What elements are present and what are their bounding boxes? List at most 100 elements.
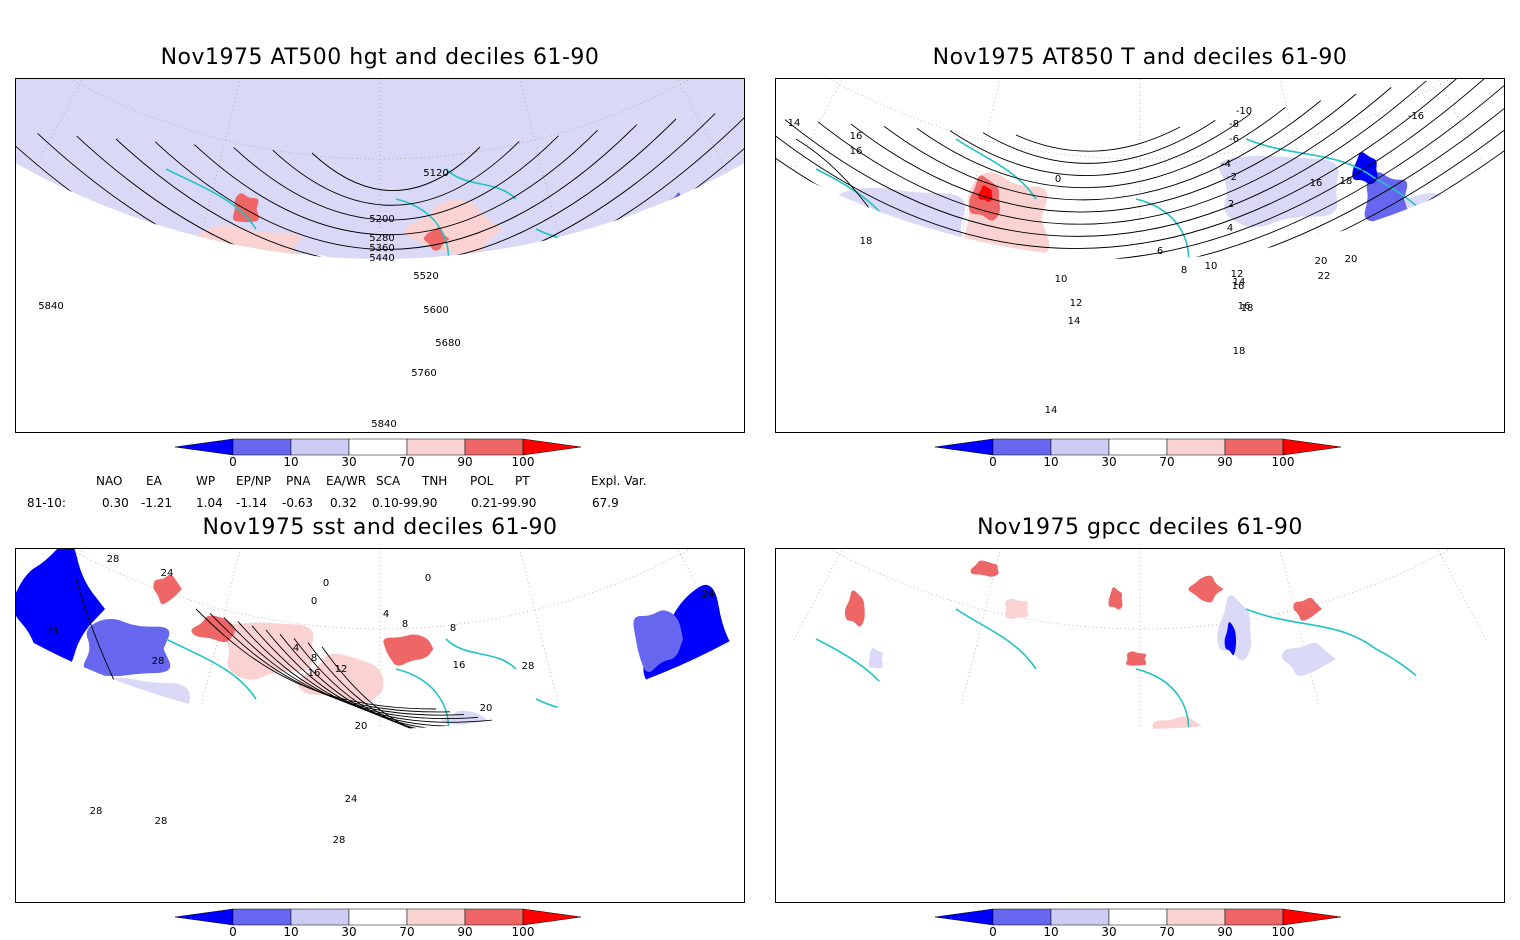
colorbar-tick-label: 10 [1043, 925, 1059, 939]
contour-label: 16 [1310, 178, 1323, 189]
contour-label: 4 [293, 643, 299, 654]
decile-anomaly-patch [1282, 642, 1336, 676]
decile-anomaly-patch [490, 299, 593, 363]
decile-anomaly-patch [1213, 795, 1255, 821]
contour-label: 16 [1238, 301, 1251, 312]
colorbar-tick-label: 10 [1043, 455, 1059, 469]
decile-anomaly-patch [1152, 832, 1182, 848]
contour-label: 14 [1233, 277, 1246, 288]
decile-anomaly-patch [868, 647, 884, 669]
contour-label: -6 [1229, 134, 1239, 145]
contour-label: 5360 [369, 243, 394, 254]
decile-anomaly-patch [801, 328, 900, 426]
colorbar-tick-label: 0 [989, 925, 997, 939]
contour-label: 5520 [413, 271, 438, 282]
decile-anomaly-patch [108, 815, 283, 882]
contour-label: 10 [1205, 261, 1218, 272]
map-panel-at850: 14 16 16 18 -10 -8 -6 -4 -2 0 2 4 6 8 10 10 12 12 14 14 16 16… [775, 78, 1505, 433]
decile-anomaly-patch [1219, 155, 1339, 227]
panel-title-sst: Nov1975 sst and deciles 61-90 [202, 515, 558, 540]
decile-anomaly-patch [1281, 861, 1315, 877]
decile-anomaly-patch [220, 323, 418, 415]
index-header: WP [196, 474, 216, 488]
contour-label: 5600 [423, 305, 448, 316]
index-header: EA [146, 474, 162, 488]
colorbar-segment [1050, 908, 1110, 926]
decile-anomaly-patch [1188, 575, 1224, 603]
index-value: 0.21-99.90 [471, 496, 537, 510]
decile-anomaly-patch [80, 372, 198, 429]
decile-anomaly-patch [844, 590, 865, 627]
decile-anomaly-patch [1234, 836, 1277, 859]
colorbar-segment [992, 908, 1052, 926]
decile-anomaly-patch [1265, 730, 1289, 750]
colorbar-tick-label: 100 [511, 925, 535, 939]
contour-label: 16 [308, 668, 321, 679]
contour-label: 22 [1318, 271, 1331, 282]
index-header: POL [470, 474, 494, 488]
contour-label: 18 [860, 236, 873, 247]
colorbar-segment [174, 438, 234, 456]
decile-anomaly-patch [814, 771, 839, 788]
contour-label: 5840 [371, 419, 396, 430]
colorbar-bottom-right: 0 10 30 70 90 100 [934, 908, 1345, 940]
projection-disc [776, 549, 1504, 729]
colorbar-segment [232, 908, 292, 926]
map-panel-gpcc [775, 548, 1505, 903]
index-value: 0.32 [330, 496, 357, 510]
colorbar-segment [1282, 908, 1342, 926]
contour-label: 16 [850, 131, 863, 142]
decile-anomaly-patch [502, 316, 579, 364]
contour-label: 18 [1233, 346, 1246, 357]
colorbar-segment [174, 908, 234, 926]
contour-label: 28 [522, 661, 535, 672]
contour-label: 14 [1045, 405, 1058, 416]
decile-anomaly-patch [997, 367, 1159, 432]
index-value: -0.63 [282, 496, 314, 510]
decile-anomaly-patch [1126, 651, 1147, 666]
contour-label: 0 [323, 578, 329, 589]
contour-label: 12 [335, 664, 348, 675]
colorbar-segment [522, 438, 582, 456]
colorbar-tick-label: 70 [399, 925, 415, 939]
decile-anomaly-patch [1293, 597, 1322, 621]
colorbar-segment [1224, 908, 1284, 926]
projection-disc [16, 79, 744, 259]
colorbar-tick-label: 100 [1271, 925, 1295, 939]
colorbar-segment [1108, 908, 1168, 926]
contour-label: 28 [333, 835, 346, 846]
contour-label: -16 [1408, 111, 1424, 122]
decile-anomaly-patch [1160, 770, 1195, 790]
colorbar-segment [934, 908, 994, 926]
colorbar-segment [406, 908, 466, 926]
contour-label: 20 [355, 721, 368, 732]
contour-label: -8 [1229, 119, 1239, 130]
colorbar-tick-label: 0 [229, 925, 237, 939]
contour-label: 2 [1228, 199, 1234, 210]
colorbar-tick-label: 10 [283, 925, 299, 939]
decile-anomaly-patch [818, 672, 853, 706]
contour-label: 28 [152, 656, 165, 667]
decile-anomaly-patch [970, 560, 999, 577]
contour-label: 4 [1227, 223, 1233, 234]
decile-anomaly-patch [1283, 267, 1386, 351]
contour-label: 8 [402, 619, 408, 630]
contour-label: 5840 [38, 301, 63, 312]
colorbar-segment [1108, 438, 1168, 456]
decile-anomaly-patch [563, 230, 665, 259]
colorbar-tick-label: 100 [511, 455, 535, 469]
teleconnection-indices-table: NAO EA WP EP/NP PNA EA/WR SCA TNH POL PT… [0, 474, 760, 514]
contour-label: 20 [480, 703, 493, 714]
decile-anomaly-patch [1152, 716, 1206, 729]
contour-label: 0 [1055, 174, 1061, 185]
index-value: 0.30 [102, 496, 129, 510]
contour-label: 5280 [369, 233, 394, 244]
decile-anomaly-patch [299, 371, 314, 388]
contour-label: 14 [1068, 316, 1081, 327]
colorbar-tick-label: 90 [457, 455, 473, 469]
contour-label: 18 [1241, 303, 1254, 314]
colorbar-tick-label: 0 [989, 455, 997, 469]
colorbar-top-right: 0 10 30 70 90 100 [934, 438, 1345, 470]
decile-anomaly-patch [151, 739, 269, 839]
contour-label: 16 [850, 146, 863, 157]
